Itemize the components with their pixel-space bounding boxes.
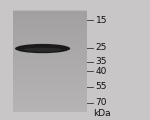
Ellipse shape [15, 44, 70, 53]
Text: 70: 70 [96, 98, 107, 107]
Text: 55: 55 [96, 82, 107, 91]
Text: 35: 35 [96, 57, 107, 66]
Ellipse shape [23, 48, 62, 52]
Text: 40: 40 [96, 67, 107, 76]
Text: kDa: kDa [93, 109, 110, 118]
Text: 15: 15 [96, 15, 107, 24]
Text: 25: 25 [96, 43, 107, 52]
FancyBboxPatch shape [13, 11, 87, 112]
